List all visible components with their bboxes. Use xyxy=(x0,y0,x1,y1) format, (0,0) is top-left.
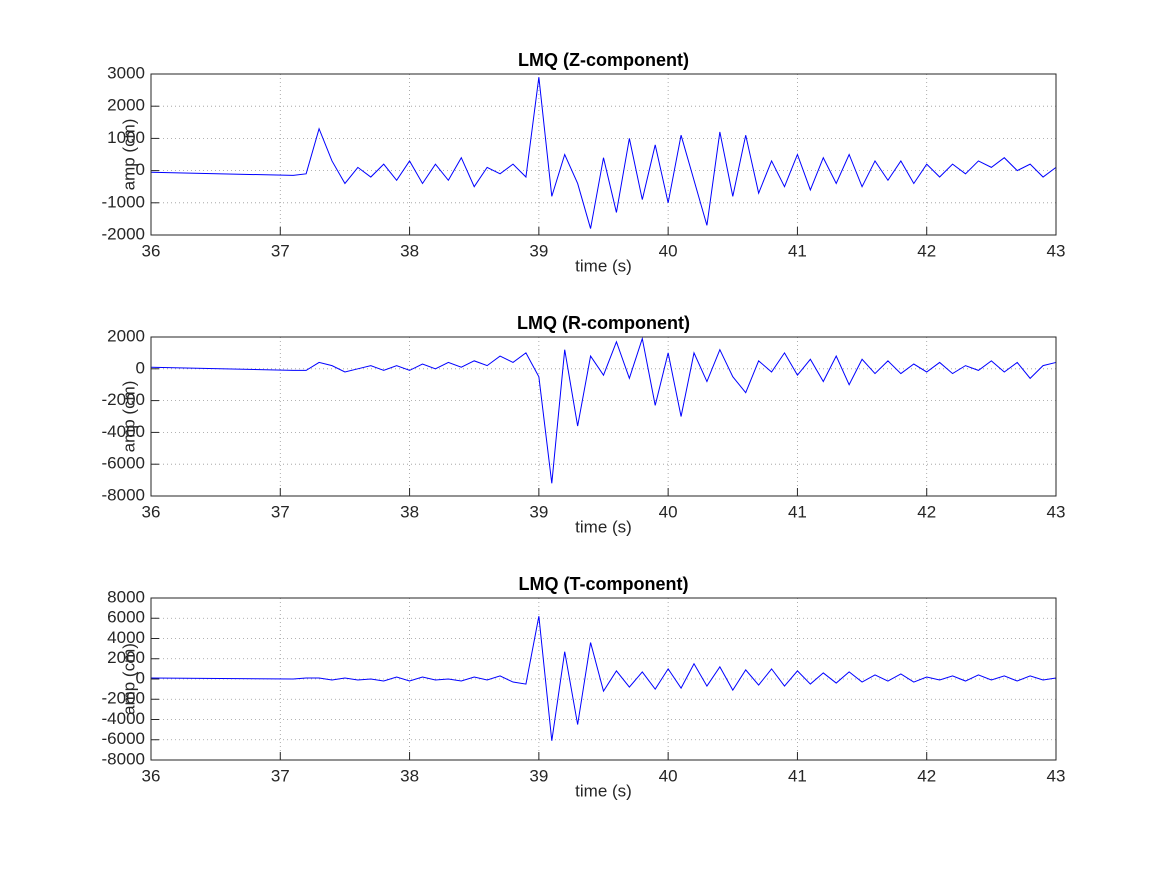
x-tick-label: 38 xyxy=(400,766,419,785)
x-tick-label: 39 xyxy=(529,241,548,260)
x-tick-label: 40 xyxy=(659,502,678,521)
y-axis-label: amp (cm) xyxy=(119,119,138,191)
x-tick-label: 36 xyxy=(142,241,161,260)
y-tick-label: 2000 xyxy=(107,326,145,345)
x-axis-label: time (s) xyxy=(575,517,632,536)
x-tick-label: 38 xyxy=(400,502,419,521)
chart-title: LMQ (Z-component) xyxy=(518,50,689,70)
x-tick-label: 43 xyxy=(1047,241,1066,260)
x-axis-label: time (s) xyxy=(575,256,632,275)
x-tick-label: 36 xyxy=(142,766,161,785)
y-tick-label: -1000 xyxy=(102,192,145,211)
x-tick-label: 36 xyxy=(142,502,161,521)
waveform xyxy=(150,616,1057,741)
x-axis-label: time (s) xyxy=(575,781,632,800)
y-tick-label: 0 xyxy=(136,160,145,179)
x-tick-label: 39 xyxy=(529,766,548,785)
x-tick-label: 43 xyxy=(1047,766,1066,785)
y-tick-label: -8000 xyxy=(102,485,145,504)
y-axis-label: amp (cm) xyxy=(119,381,138,453)
y-tick-label: 8000 xyxy=(107,587,145,606)
x-tick-label: 42 xyxy=(917,502,936,521)
x-tick-label: 39 xyxy=(529,502,548,521)
y-tick-label: 2000 xyxy=(107,648,145,667)
x-tick-label: 40 xyxy=(659,766,678,785)
axes-box xyxy=(150,597,1057,761)
y-tick-label: -4000 xyxy=(102,422,145,441)
y-tick-label: 3000 xyxy=(107,63,145,82)
y-axis-label: amp (cm) xyxy=(119,643,138,715)
x-tick-label: 41 xyxy=(788,766,807,785)
plot-area xyxy=(151,74,1056,235)
y-tick-label: 4000 xyxy=(107,628,145,647)
y-tick-label: -6000 xyxy=(102,454,145,473)
chart-title: LMQ (R-component) xyxy=(517,313,690,333)
x-tick-label: 37 xyxy=(271,502,290,521)
waveform xyxy=(150,77,1057,229)
x-tick-label: 41 xyxy=(788,502,807,521)
y-tick-label: -4000 xyxy=(102,709,145,728)
plot-area xyxy=(151,337,1056,496)
y-tick-label: 1000 xyxy=(107,128,145,147)
y-tick-label: -2000 xyxy=(102,689,145,708)
y-tick-label: -2000 xyxy=(102,224,145,243)
x-tick-label: 42 xyxy=(917,766,936,785)
x-tick-label: 43 xyxy=(1047,502,1066,521)
x-tick-label: 37 xyxy=(271,241,290,260)
y-tick-label: 6000 xyxy=(107,608,145,627)
x-tick-label: 40 xyxy=(659,241,678,260)
x-tick-label: 38 xyxy=(400,241,419,260)
y-tick-label: 2000 xyxy=(107,96,145,115)
x-tick-label: 42 xyxy=(917,241,936,260)
waveform xyxy=(150,336,1057,484)
x-tick-label: 41 xyxy=(788,241,807,260)
y-tick-label: 0 xyxy=(136,668,145,687)
y-tick-label: -8000 xyxy=(102,749,145,768)
x-tick-label: 37 xyxy=(271,766,290,785)
y-tick-label: -6000 xyxy=(102,729,145,748)
y-tick-label: 0 xyxy=(136,358,145,377)
axes-box xyxy=(150,336,1057,497)
chart-title: LMQ (T-component) xyxy=(519,574,689,594)
y-tick-label: -2000 xyxy=(102,390,145,409)
axes-box xyxy=(150,73,1057,236)
